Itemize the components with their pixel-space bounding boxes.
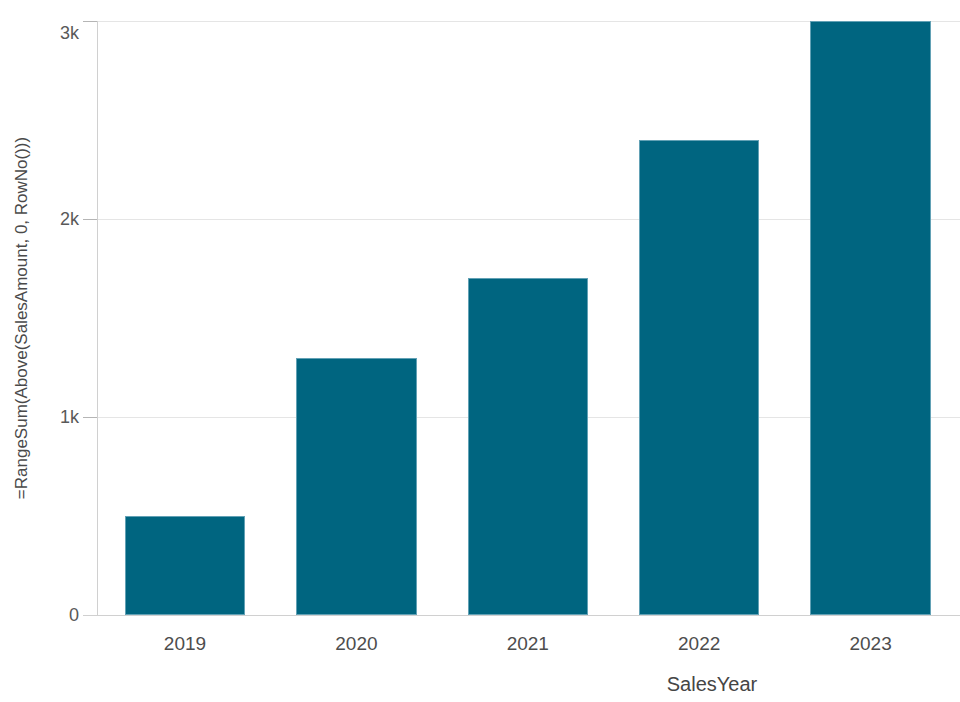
y-tick-mark <box>83 417 97 418</box>
x-tick-label[interactable]: 2020 <box>276 633 436 655</box>
bar-2022[interactable] <box>639 140 760 615</box>
x-axis-line <box>83 615 960 616</box>
x-tick-label[interactable]: 2022 <box>619 633 779 655</box>
x-axis-title: SalesYear <box>612 673 812 696</box>
bar-2021[interactable] <box>468 278 589 615</box>
y-tick-label: 1k <box>30 406 79 428</box>
bar-chart: 0 1k 2k 3k 2019 2020 2021 2022 2023 =RangeSum(Ab… <box>0 0 960 702</box>
bar-2020[interactable] <box>296 358 417 615</box>
bar-2023[interactable] <box>810 21 931 615</box>
y-tick-mark <box>83 219 97 220</box>
y-axis-title: =RangeSum(Above(SalesAmount, 0, RowNo())… <box>12 137 32 499</box>
y-tick-label: 3k <box>30 22 79 44</box>
y-tick-label: 0 <box>30 604 79 626</box>
y-tick-mark <box>83 21 97 22</box>
y-tick-label: 2k <box>30 208 79 230</box>
x-tick-label[interactable]: 2021 <box>448 633 608 655</box>
y-axis-line <box>97 21 98 616</box>
x-tick-label[interactable]: 2023 <box>791 633 951 655</box>
bar-2019[interactable] <box>125 516 246 615</box>
x-tick-label[interactable]: 2019 <box>105 633 265 655</box>
